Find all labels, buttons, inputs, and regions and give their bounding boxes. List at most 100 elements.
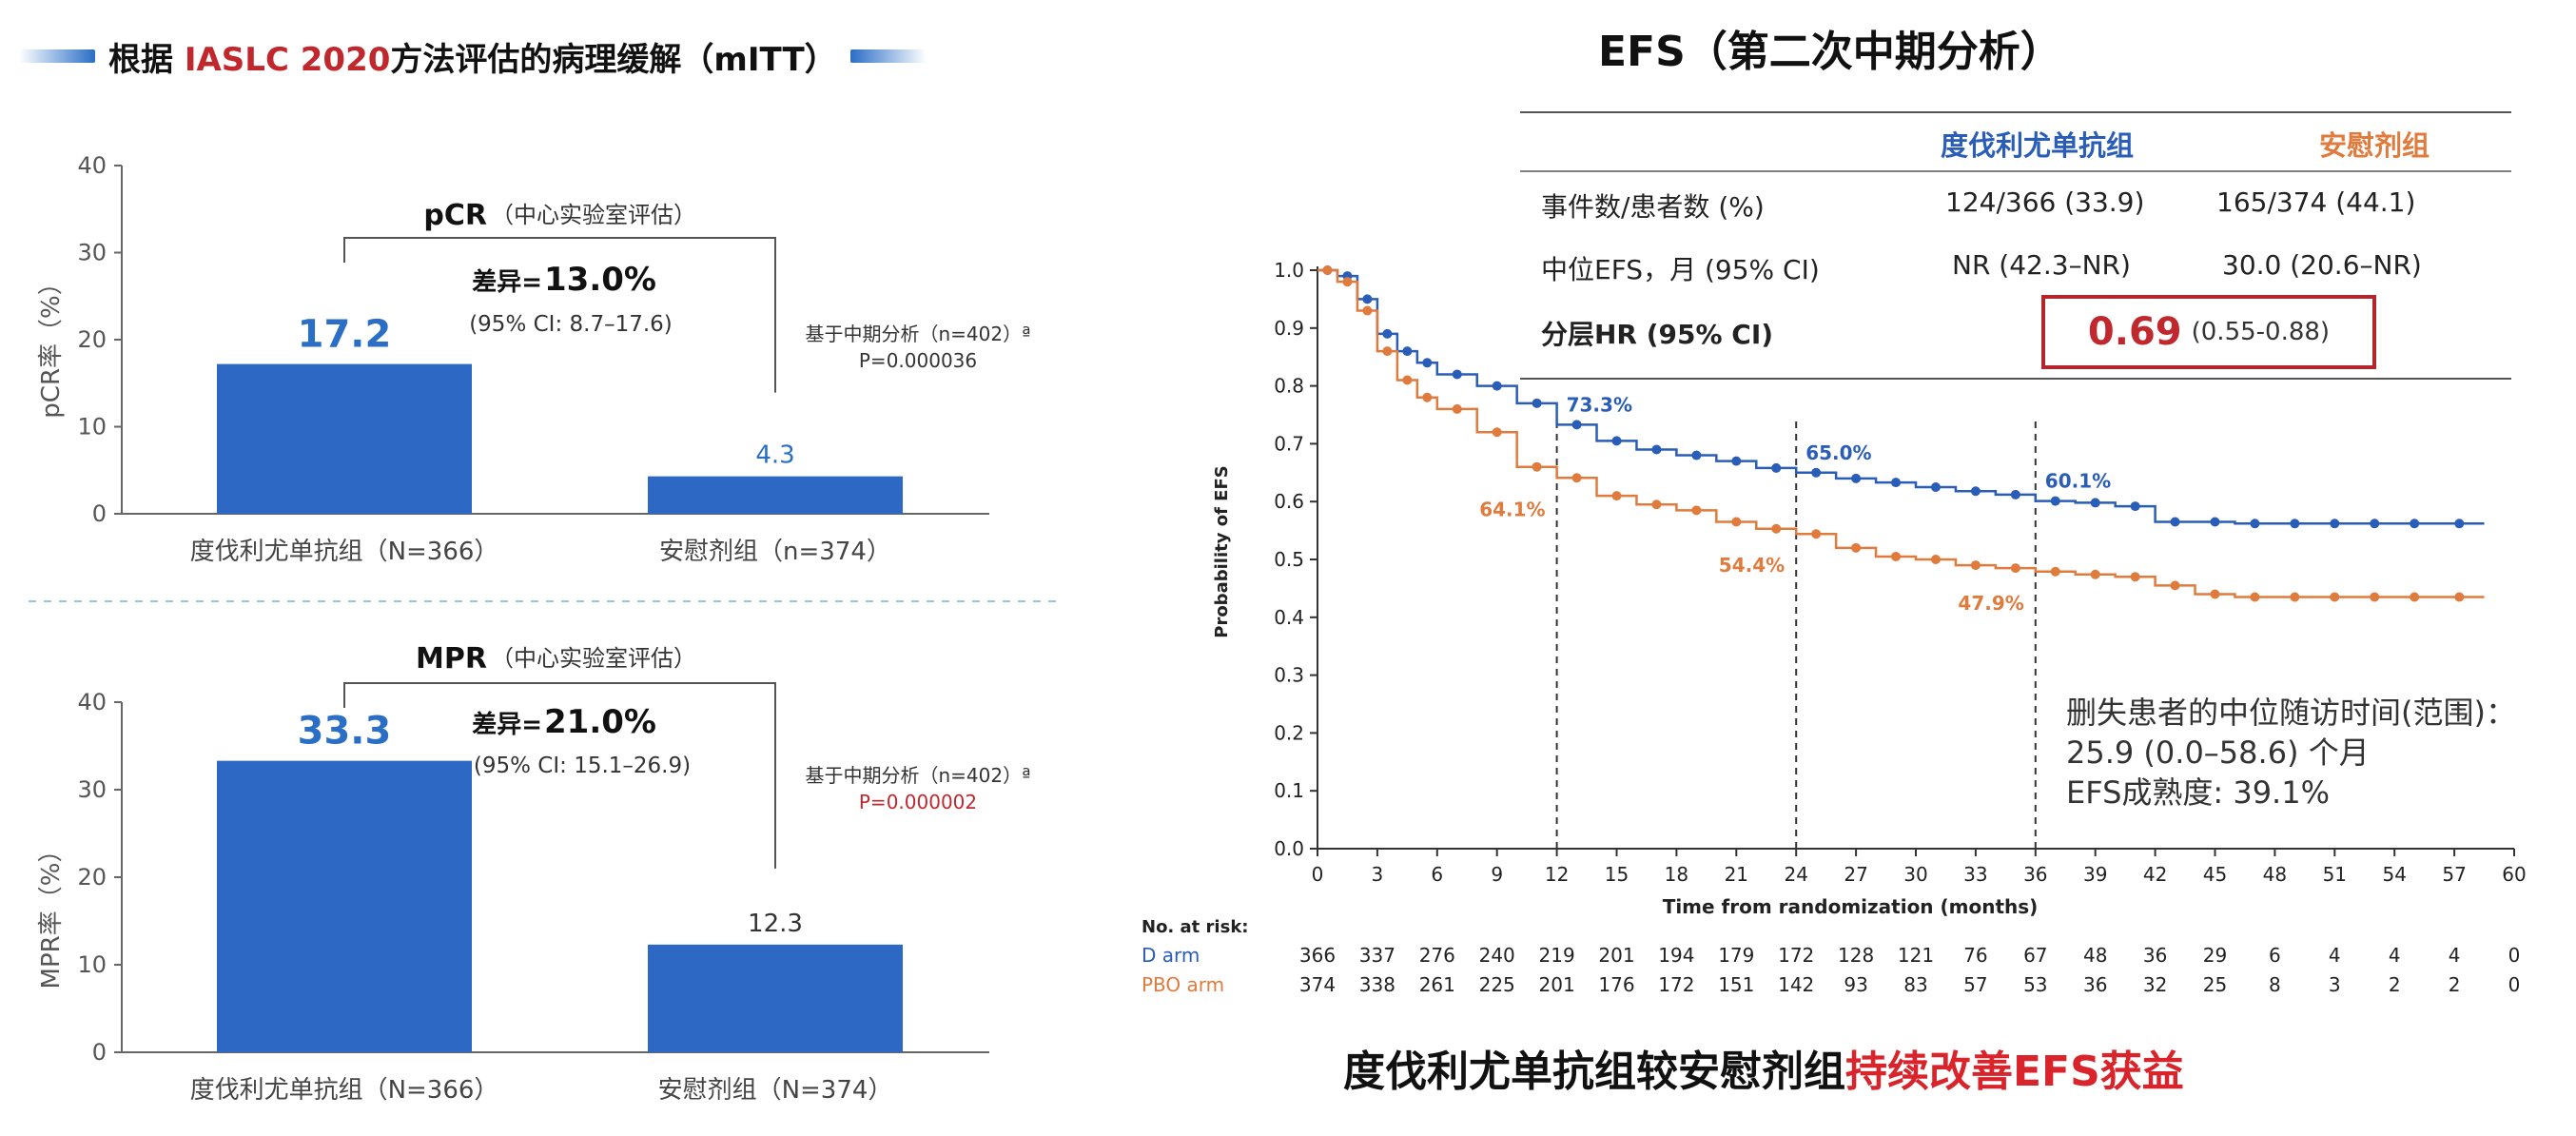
km-censor-mark — [1402, 375, 1413, 385]
caption-prefix: 度伐利尤单抗组较安慰剂组 — [1343, 1048, 1845, 1096]
followup-line2: 25.9 (0.0–58.6) 个月 — [2066, 734, 2370, 771]
km-censor-mark — [2090, 498, 2100, 508]
km-x-tick-label: 21 — [1725, 863, 1748, 886]
mpr-difference-ci: (95% CI: 15.1–26.9) — [474, 754, 691, 778]
at-risk-value: 6 — [2269, 944, 2281, 967]
km-censor-mark — [1492, 381, 1502, 391]
km-censor-mark — [1402, 346, 1413, 357]
km-censor-mark — [2050, 496, 2060, 506]
km-censor-mark — [1970, 486, 1981, 497]
at-risk-value: 0 — [2508, 973, 2521, 996]
at-risk-value: 121 — [1898, 944, 1934, 967]
bar-value-label: 12.3 — [748, 910, 803, 938]
pcr-difference-value: 13.0% — [544, 261, 656, 299]
km-x-tick-label: 42 — [2143, 863, 2167, 886]
km-censor-mark — [1382, 346, 1393, 357]
followup-line3: EFS成熟度: 39.1% — [2066, 774, 2330, 811]
km-censor-mark — [1342, 277, 1353, 287]
km-censor-mark — [1811, 467, 1822, 478]
at-risk-value: 36 — [2143, 944, 2167, 967]
at-risk-value: 93 — [1844, 973, 1867, 996]
at-risk-value: 172 — [1658, 973, 1694, 996]
at-risk-value: 172 — [1778, 944, 1814, 967]
at-risk-value: 36 — [2083, 973, 2107, 996]
km-censor-mark — [1731, 456, 1742, 466]
left-title-highlight: IASLC 2020 — [184, 40, 391, 79]
bar — [648, 944, 903, 1052]
bar-value-label: 33.3 — [298, 710, 392, 754]
mpr-analysis-note: 基于中期分析（n=402）ª — [805, 764, 1030, 787]
km-censor-mark — [1691, 450, 1702, 460]
at-risk-value: 374 — [1299, 973, 1336, 996]
bar-value-label: 4.3 — [755, 441, 794, 470]
km-x-tick-label: 36 — [2023, 863, 2047, 886]
km-x-tick-label: 9 — [1491, 863, 1503, 886]
mpr-title-note: （中心实验室评估） — [491, 645, 696, 672]
km-censor-mark — [1811, 529, 1822, 539]
title-decoration-right — [849, 49, 927, 63]
km-censor-mark — [1382, 328, 1393, 339]
y-tick-label: 10 — [77, 414, 107, 441]
km-y-tick-label: 0.5 — [1274, 548, 1304, 571]
km-censor-mark — [1731, 517, 1742, 527]
km-censor-mark — [1851, 542, 1862, 553]
table-hr-label: 分层HR (95% CI) — [1541, 319, 1774, 350]
left-title-prefix: 根据 — [108, 40, 185, 79]
at-risk-value: 201 — [1598, 944, 1634, 967]
km-milestone-label: 54.4% — [1719, 554, 1785, 577]
km-censor-mark — [2170, 580, 2180, 591]
km-x-tick-label: 33 — [1963, 863, 1987, 886]
at-risk-value: 261 — [1419, 973, 1455, 996]
bar-value-label: 17.2 — [298, 313, 392, 357]
x-category-label: 安慰剂组（N=374） — [658, 1076, 893, 1105]
km-censor-mark — [1452, 369, 1462, 380]
hr-ci: (0.55-0.88) — [2191, 318, 2331, 346]
x-category-label: 度伐利尤单抗组（N=366） — [190, 538, 499, 566]
table-header-placebo: 安慰剂组 — [2319, 129, 2430, 162]
km-y-tick-label: 1.0 — [1274, 259, 1304, 282]
left-title-text: 根据 IASLC 2020方法评估的病理缓解（mITT） — [108, 33, 837, 80]
km-y-tick-label: 0.8 — [1274, 375, 1304, 398]
km-y-tick-label: 0.1 — [1274, 779, 1304, 802]
mpr-title: MPR — [416, 642, 487, 676]
x-category-label: 安慰剂组（n=374） — [659, 538, 891, 566]
caption-highlight: 持续改善EFS获益 — [1845, 1048, 2184, 1096]
km-x-tick-label: 6 — [1431, 863, 1443, 886]
at-risk-value: 4 — [2449, 944, 2461, 967]
km-censor-mark — [1851, 473, 1862, 483]
km-censor-mark — [2250, 592, 2260, 602]
at-risk-value: 276 — [1419, 944, 1455, 967]
y-tick-label: 10 — [77, 951, 107, 978]
at-risk-value: 151 — [1718, 973, 1754, 996]
km-censor-mark — [2454, 592, 2465, 602]
km-censor-mark — [1422, 358, 1433, 368]
bar — [648, 476, 903, 514]
km-censor-mark — [1611, 436, 1622, 446]
km-milestone-label: 64.1% — [1479, 498, 1545, 520]
pcr-title: pCR — [423, 199, 487, 232]
km-censor-mark — [1571, 420, 1582, 430]
y-tick-label: 30 — [77, 776, 107, 803]
left-title-suffix: 方法评估的病理缓解（mITT） — [390, 40, 837, 79]
at-risk-value: 4 — [2389, 944, 2401, 967]
km-censor-mark — [2050, 566, 2060, 577]
at-risk-value: 179 — [1718, 944, 1754, 967]
title-decoration-left — [19, 49, 95, 63]
km-x-tick-label: 39 — [2083, 863, 2107, 886]
km-censor-mark — [1930, 555, 1941, 564]
table-row-median-p: 30.0 (20.6–NR) — [2222, 249, 2422, 281]
km-censor-mark — [1571, 473, 1582, 483]
km-censor-mark — [2370, 592, 2380, 602]
km-y-tick-label: 0.9 — [1274, 317, 1304, 340]
km-y-tick-label: 0.6 — [1274, 490, 1304, 513]
km-y-tick-label: 0.2 — [1274, 721, 1304, 744]
km-censor-mark — [1362, 305, 1373, 316]
km-censor-mark — [2250, 519, 2260, 529]
km-censor-mark — [2130, 501, 2140, 512]
km-x-tick-label: 48 — [2263, 863, 2287, 886]
km-chart: Probability of EFS Time from randomizati… — [1142, 259, 2527, 996]
km-censor-mark — [1651, 444, 1662, 455]
km-censor-mark — [2010, 489, 2020, 499]
mpr-p-value: P=0.000002 — [859, 791, 977, 813]
left-title: 根据 IASLC 2020方法评估的病理缓解（mITT） — [19, 27, 927, 86]
